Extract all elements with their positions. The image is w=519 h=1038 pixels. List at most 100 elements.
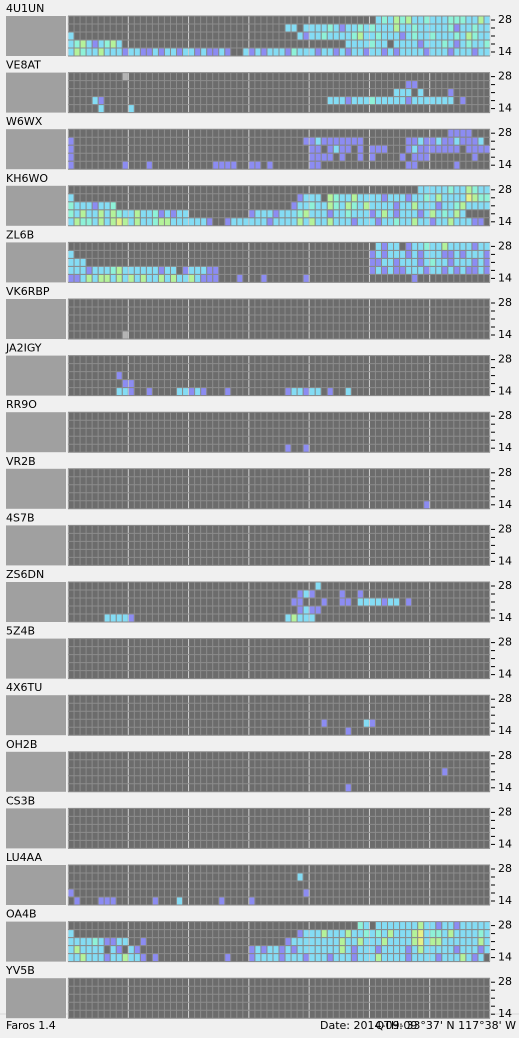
signal-cell — [412, 97, 418, 105]
signal-cell — [177, 48, 183, 56]
signal-cell — [442, 24, 448, 32]
signal-cell — [394, 16, 400, 24]
signal-cell — [381, 202, 388, 210]
signal-cell — [436, 946, 442, 954]
signal-cell — [303, 889, 309, 897]
signal-cell — [309, 24, 315, 32]
beacon-thumb — [6, 978, 66, 1019]
signal-cell — [80, 274, 86, 282]
signal-cell — [255, 210, 261, 218]
signal-cell — [309, 137, 315, 145]
signal-cell — [478, 954, 484, 962]
signal-cell — [164, 210, 170, 218]
signal-cell — [68, 930, 74, 938]
signal-cell — [80, 266, 86, 274]
signal-cell — [424, 242, 430, 250]
signal-cell — [255, 48, 261, 56]
signal-cell — [333, 97, 339, 105]
signal-cell — [80, 954, 86, 962]
signal-cell — [261, 218, 267, 226]
signal-cell — [424, 97, 430, 105]
signal-cell — [375, 954, 381, 962]
signal-cell — [369, 930, 375, 938]
signal-cell — [406, 210, 412, 218]
signal-cell — [339, 598, 345, 606]
beacon-thumb — [6, 468, 66, 509]
signal-cell — [412, 274, 418, 282]
signal-cell — [442, 954, 448, 962]
signal-cell — [116, 938, 122, 946]
signal-cell — [345, 784, 351, 792]
signal-cell — [309, 194, 315, 202]
signal-cell — [249, 954, 255, 962]
signal-cell — [327, 24, 333, 32]
signal-cell — [394, 24, 400, 32]
signal-cell — [273, 954, 279, 962]
signal-cell — [273, 218, 279, 226]
signal-cell — [68, 194, 74, 202]
signal-cell — [321, 218, 327, 226]
signal-cell — [261, 210, 267, 218]
signal-cell — [315, 194, 321, 202]
signal-cell — [436, 137, 442, 145]
signal-cell — [134, 266, 140, 274]
signal-cell — [116, 372, 122, 380]
signal-cell — [394, 194, 400, 202]
signal-cell — [412, 242, 418, 250]
signal-cell — [327, 946, 333, 954]
signal-cell — [291, 48, 297, 56]
signal-cell — [442, 16, 448, 24]
band-label: 14 — [498, 1007, 512, 1020]
signal-cell — [448, 194, 454, 202]
signal-cell — [357, 97, 363, 105]
signal-cell — [303, 137, 309, 145]
signal-cell — [406, 48, 412, 56]
signal-cell — [478, 32, 484, 40]
signal-cell — [472, 16, 478, 24]
signal-cell — [261, 946, 267, 954]
signal-cell — [442, 137, 448, 145]
signal-cell — [442, 938, 448, 946]
signal-cell — [267, 48, 273, 56]
signal-cell — [315, 24, 321, 32]
signal-cell — [249, 218, 255, 226]
signal-cell — [146, 48, 152, 56]
band-label: 28 — [498, 862, 512, 875]
signal-cell — [454, 922, 460, 930]
signal-cell — [454, 161, 460, 169]
signal-cell — [418, 218, 424, 226]
signal-cell — [406, 89, 412, 97]
signal-cell — [454, 258, 460, 266]
signal-cell — [418, 97, 424, 105]
beacon-call: VE8AT — [6, 59, 41, 72]
signal-cell — [98, 40, 104, 48]
signal-cell — [219, 48, 225, 56]
signal-cell — [418, 946, 424, 954]
signal-cell — [406, 137, 412, 145]
signal-cell — [394, 930, 400, 938]
signal-cell — [394, 218, 400, 226]
signal-cell — [369, 48, 375, 56]
signal-cell — [460, 97, 466, 105]
signal-cell — [363, 946, 369, 954]
signal-cell — [68, 250, 74, 258]
signal-cell — [339, 97, 345, 105]
signal-cell — [116, 946, 122, 954]
signal-cell — [418, 194, 424, 202]
signal-cell — [460, 218, 466, 226]
beacon-thumb — [6, 525, 66, 566]
signal-cell — [418, 202, 424, 210]
signal-cell — [291, 954, 297, 962]
signal-cell — [406, 145, 412, 153]
signal-cell — [74, 897, 80, 905]
signal-cell — [327, 930, 333, 938]
signal-cell — [400, 202, 406, 210]
signal-cell — [152, 48, 158, 56]
signal-cell — [321, 24, 327, 32]
signal-cell — [394, 32, 400, 40]
signal-cell — [388, 258, 394, 266]
signal-cell — [122, 388, 128, 396]
signal-cell — [466, 922, 472, 930]
signal-cell — [297, 598, 303, 606]
beacon-call: ZS6DN — [6, 568, 44, 581]
